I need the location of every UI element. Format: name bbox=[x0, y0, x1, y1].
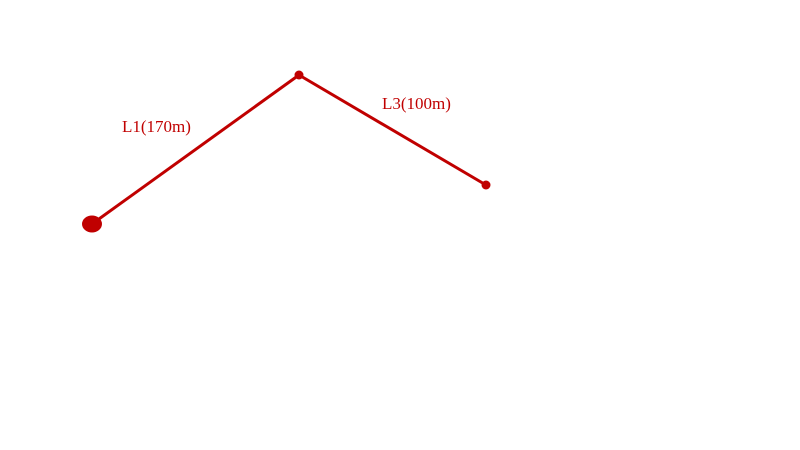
segment-l3 bbox=[298, 73, 487, 187]
peak-node bbox=[294, 70, 304, 80]
segment-l3-label: L3(100m) bbox=[382, 94, 451, 113]
segment-l1 bbox=[91, 73, 300, 226]
end-node bbox=[481, 180, 491, 190]
segment-l1-label: L1(170m) bbox=[122, 117, 191, 136]
start-node bbox=[82, 215, 102, 233]
